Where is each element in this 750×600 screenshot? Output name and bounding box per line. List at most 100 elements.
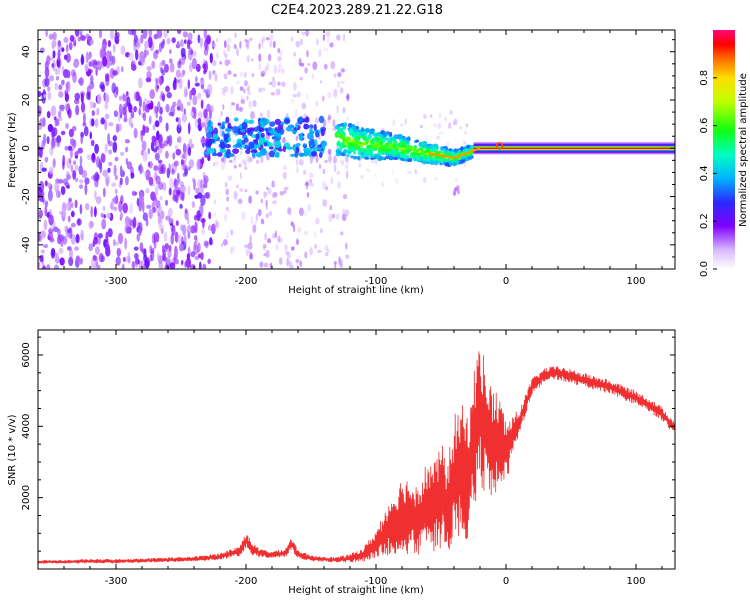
spectrogram-speckle [215,221,220,229]
spectrogram-speckle [119,177,123,186]
spectrogram-speckle [52,158,56,168]
spectrogram-speckle [235,184,240,189]
snr-data-point [193,558,195,560]
spectrogram-speckle [105,176,110,187]
spectrogram-band [454,159,460,165]
spectrogram-speckle [75,104,80,116]
spectrogram-speckle [360,174,364,179]
spectrogram-speckle [317,249,322,254]
spectrogram-speckle [124,146,129,153]
spectrogram-speckle [80,101,86,113]
spectrogram-speckle [52,50,56,59]
spectrogram-speckle [324,244,329,251]
spectrogram-speckle [282,171,287,180]
spectrogram-speckle [211,223,216,235]
spectrogram-speckle [101,43,107,50]
spectrogram-speckle [79,257,83,265]
spectrogram-speckle [246,55,250,63]
spectrogram-speckle [328,213,334,223]
spectrogram-band [348,123,353,128]
spectrogram-speckle [113,110,119,118]
spectrogram-band [367,133,373,139]
spectrogram-speckle [340,68,346,73]
spectrogram-band [465,148,469,152]
spectrogram-speckle [207,83,213,95]
spectrogram-speckle [143,49,147,59]
spectrogram-speckle [251,73,255,78]
spectrogram-speckle [47,91,52,101]
spectrogram-speckle [135,49,139,61]
spectrogram-speckle [196,92,202,100]
spectrogram-speckle [233,164,237,169]
spectrogram-speckle [173,247,179,259]
spectrogram-speckle [157,163,164,175]
spectrogram-speckle [149,254,153,262]
spectrogram-band [342,131,346,137]
spectrogram-speckle [318,163,322,170]
spectrogram-speckle [114,156,119,162]
spectrogram-speckle [75,255,81,264]
spectrogram-speckle [244,80,248,87]
spectrogram-speckle [65,52,71,63]
spectrogram-speckle [83,125,89,137]
spectrogram-speckle [155,77,159,83]
spectrogram-blob [302,143,307,147]
spectrogram-speckle [298,159,304,166]
spectrogram-band [405,149,410,153]
spectrogram-blob [322,143,326,148]
spectrogram-speckle [199,179,204,189]
spectrogram-speckle [213,162,216,167]
spectrogram-speckle [191,58,198,70]
spectrogram-speckle [175,148,182,156]
spectrogram-speckle [203,88,207,93]
snr-data-point [648,404,650,406]
spectrogram-band [343,140,349,145]
spectrogram-speckle [299,260,303,268]
spectrogram-speckle [73,139,77,148]
spectrogram-speckle [274,230,277,239]
spectrogram-blob [260,133,265,138]
spectrogram-speckle [269,211,272,217]
spectrogram-speckle [319,80,323,84]
spectrogram-speckle [332,119,336,128]
spectrogram-speckle [169,49,172,54]
spectrogram-speckle [381,181,384,188]
spectrogram-speckle [172,188,178,200]
spectrogram-speckle [288,261,294,269]
spectrogram-speckle [162,249,167,260]
spectrogram-speckle [199,37,203,48]
spectrogram-speckle [62,178,68,185]
colorbar-axes: 0.0 0.2 0.4 0.6 0.8 [699,70,717,277]
spectrogram-speckle [314,117,320,124]
spectrogram-speckle [214,73,218,82]
spectrogram-band [398,133,403,139]
spectrogram-speckle [119,211,123,219]
spectrogram-speckle [107,40,111,48]
spectrogram-speckle [47,189,53,202]
spectrogram-blob [277,124,284,130]
spectrogram-band [357,155,361,161]
spectrogram-speckle [317,48,322,58]
spectrogram-speckle [67,108,72,119]
spectrogram-speckle [337,181,342,189]
spectrogram-speckle [89,81,95,90]
snr-y-tick-label: 4000 [21,414,32,439]
spectrogram-band [389,155,393,160]
spectrogram-speckle [264,66,268,73]
spectrogram-speckle [233,154,237,161]
spectrogram-speckle [69,248,73,260]
spectrogram-speckle [51,39,57,48]
spectrogram-speckle [215,51,219,60]
spectrogram-speckle [164,63,169,73]
spectrogram-speckle [88,61,93,67]
spectrogram-speckle [140,34,144,44]
spectrogram-speckle [180,159,184,166]
spectrogram-speckle [330,60,336,70]
spectrogram-speckle [185,257,192,269]
spectrogram-speckle [108,121,114,127]
spectrogram-speckle [184,150,188,163]
spectrogram-speckle [65,122,69,129]
spectrogram-speckle [104,102,109,110]
spectrogram-speckle [61,47,65,53]
spectrogram-speckle [104,243,111,251]
